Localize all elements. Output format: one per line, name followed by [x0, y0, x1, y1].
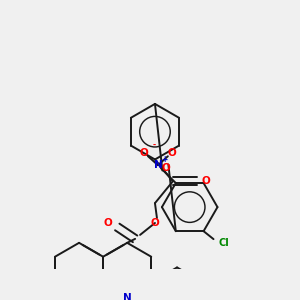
- Text: O: O: [161, 163, 170, 172]
- Text: O: O: [151, 218, 159, 228]
- Text: N: N: [123, 293, 132, 300]
- Text: O: O: [167, 148, 176, 158]
- Text: -: -: [152, 141, 155, 150]
- Text: N: N: [123, 293, 132, 300]
- Text: O: O: [104, 218, 113, 228]
- Text: O: O: [201, 176, 210, 186]
- Text: O: O: [140, 148, 148, 158]
- Text: +: +: [161, 155, 167, 164]
- Text: Cl: Cl: [218, 238, 229, 248]
- Text: N: N: [154, 160, 162, 170]
